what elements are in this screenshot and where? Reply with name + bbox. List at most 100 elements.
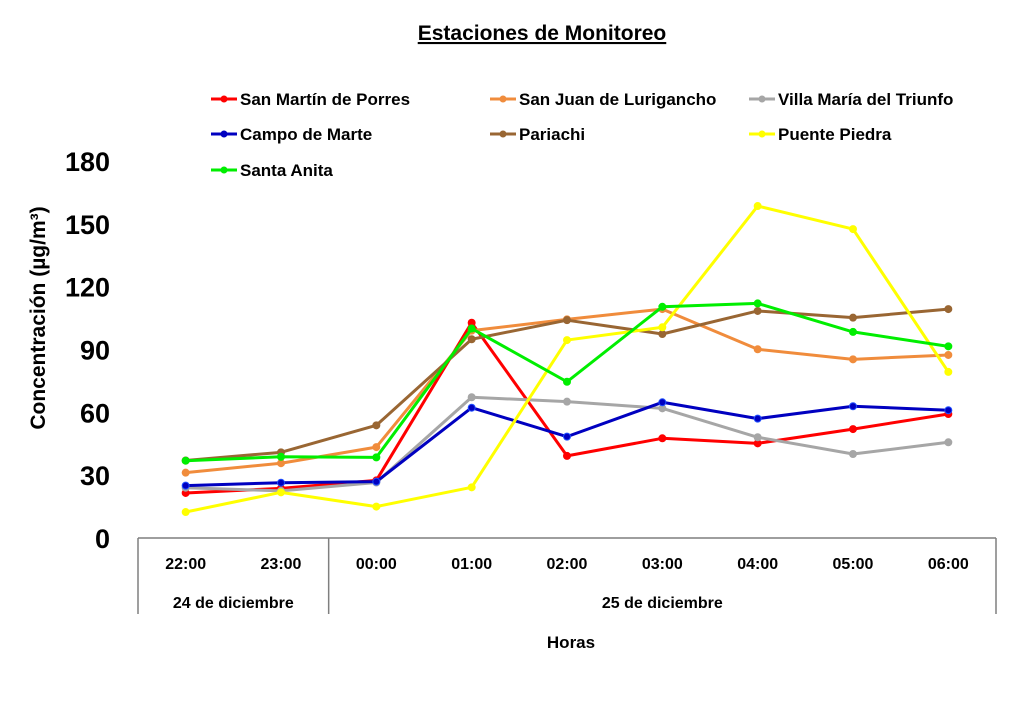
legend-swatch-marker [758, 95, 766, 103]
data-point [372, 453, 381, 462]
data-point [181, 481, 190, 490]
data-point [753, 414, 762, 423]
data-point [563, 316, 571, 325]
legend-label: San Juan de Lurigancho [519, 90, 716, 109]
data-point [467, 393, 476, 402]
data-point [181, 456, 190, 465]
data-point [563, 451, 571, 460]
series-santa-anita [181, 299, 953, 465]
legend: San Martín de Porres San Juan de Luriganc… [211, 90, 953, 180]
data-point [181, 508, 190, 517]
data-point [849, 450, 857, 459]
data-point [563, 432, 571, 441]
legend-label: Santa Anita [240, 161, 333, 180]
data-point [944, 305, 953, 314]
x-tick-label: 23:00 [261, 556, 302, 573]
x-tick-label: 04:00 [737, 556, 778, 573]
legend-item: Pariachi [490, 125, 585, 144]
x-tick-label: 03:00 [642, 556, 683, 573]
y-tick-label: 60 [80, 398, 110, 428]
data-point [467, 483, 476, 492]
y-tick-label: 90 [80, 336, 110, 366]
x-tick-label: 06:00 [928, 556, 969, 573]
data-point [372, 477, 381, 486]
legend-label: Villa María del Triunfo [778, 90, 953, 109]
data-point [944, 342, 953, 351]
data-point [563, 377, 571, 386]
y-tick-label: 150 [65, 210, 110, 240]
data-point [658, 398, 667, 407]
legend-label: Pariachi [519, 125, 585, 144]
legend-swatch-marker [499, 130, 507, 138]
data-point [944, 438, 953, 447]
legend-label: San Martín de Porres [240, 90, 410, 109]
data-point [849, 313, 857, 322]
data-point [658, 302, 667, 311]
data-point [372, 443, 381, 452]
data-point [849, 425, 857, 434]
data-point [658, 434, 667, 443]
series-puente-piedra [181, 202, 953, 517]
data-point [849, 327, 857, 336]
data-point [753, 433, 762, 442]
x-tick-label: 00:00 [356, 556, 397, 573]
data-point [372, 502, 381, 511]
data-point [277, 478, 285, 487]
series-group [181, 202, 953, 517]
legend-item: San Juan de Lurigancho [490, 90, 716, 109]
data-point [277, 488, 285, 497]
legend-item: Villa María del Triunfo [749, 90, 953, 109]
data-point [944, 406, 953, 415]
legend-label: Puente Piedra [778, 125, 892, 144]
series-line [185, 400, 949, 488]
data-point [753, 345, 762, 354]
legend-item: San Martín de Porres [211, 90, 410, 109]
data-point [467, 335, 476, 344]
x-tick-label: 22:00 [165, 556, 206, 573]
x-tick-label: 05:00 [833, 556, 874, 573]
y-tick-label: 120 [65, 273, 110, 303]
data-point [181, 468, 190, 477]
legend-swatch-marker [758, 130, 766, 138]
data-point [944, 367, 953, 376]
series-campo-de-marte [181, 398, 953, 490]
x-group-label: 25 de diciembre [602, 595, 723, 612]
data-point [658, 330, 667, 339]
axes: 0 30 60 90 120 150 180 22:00 23:00 00:00 01:00 02:0… [65, 147, 997, 614]
data-point [467, 324, 476, 333]
data-point [849, 225, 857, 234]
y-tick-label: 0 [95, 524, 110, 554]
legend-label: Campo de Marte [240, 125, 372, 144]
data-point [753, 299, 762, 308]
y-tick-label: 30 [80, 461, 110, 491]
legend-item: Santa Anita [211, 161, 333, 180]
data-point [753, 202, 762, 211]
series-line [185, 395, 949, 493]
y-axis-label: Concentración (µg/m³) [27, 206, 50, 429]
y-tick-label: 180 [65, 147, 110, 177]
data-point [563, 336, 571, 345]
legend-item: Campo de Marte [211, 125, 372, 144]
legend-item: Puente Piedra [749, 125, 892, 144]
series-line [185, 204, 950, 514]
chart-title: Estaciones de Monitoreo [418, 22, 667, 45]
legend-swatch-marker [220, 130, 228, 138]
legend-swatch-marker [499, 95, 507, 103]
data-point [372, 421, 381, 430]
data-point [277, 452, 285, 461]
x-group-label: 24 de diciembre [173, 595, 294, 612]
x-tick-label: 02:00 [547, 556, 588, 573]
data-point [849, 402, 857, 411]
data-point [658, 323, 667, 332]
x-tick-label: 01:00 [451, 556, 492, 573]
data-point [753, 306, 762, 315]
legend-swatch-marker [220, 95, 228, 103]
data-point [277, 459, 285, 468]
data-point [944, 350, 953, 359]
legend-swatch-marker [220, 166, 228, 174]
data-point [849, 355, 857, 364]
data-point [563, 397, 571, 406]
x-axis-label: Horas [547, 633, 595, 652]
data-point [467, 403, 476, 412]
